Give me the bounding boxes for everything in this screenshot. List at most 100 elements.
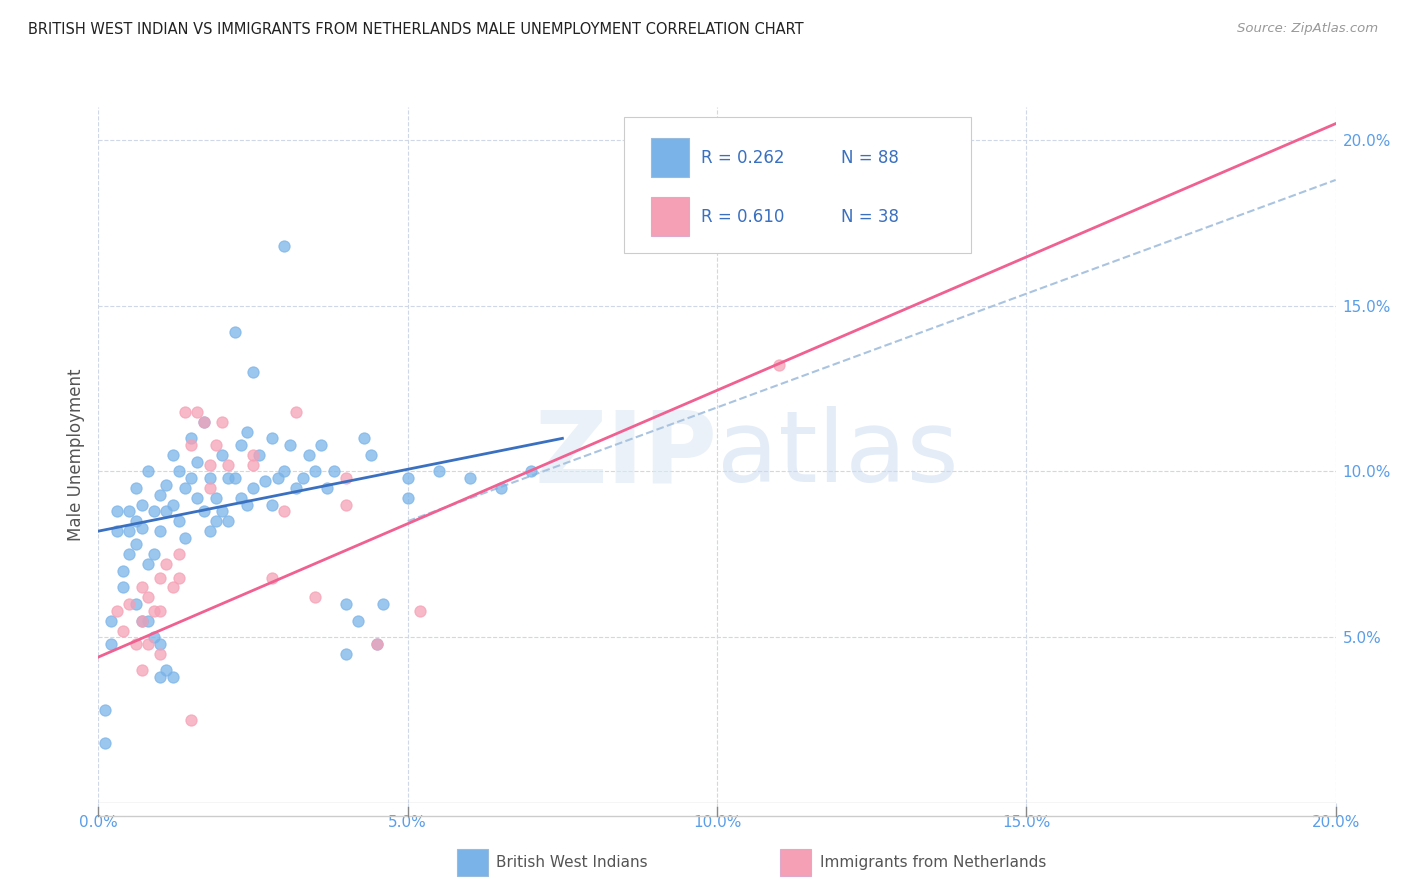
Point [162,581,184,595]
Point [347,614,370,628]
Point [149,570,172,584]
Point [353,431,375,445]
Point [285,405,308,419]
Point [174,481,197,495]
Point [316,481,339,495]
Text: British West Indians: British West Indians [496,855,648,870]
Point [131,663,153,677]
Point [105,604,128,618]
Point [136,637,159,651]
Point [211,448,233,462]
Point [278,438,301,452]
Point [335,498,357,512]
Text: N = 88: N = 88 [841,149,898,167]
Point [131,581,153,595]
Point [112,581,135,595]
Point [229,491,252,505]
Point [366,637,388,651]
Text: ZIP: ZIP [534,407,717,503]
Point [291,471,314,485]
Point [193,415,215,429]
Point [242,448,264,462]
Point [100,637,122,651]
Point [260,570,283,584]
Point [254,475,277,489]
Point [273,504,295,518]
Text: N = 38: N = 38 [841,208,898,226]
Point [136,614,159,628]
Point [193,415,215,429]
Point [360,448,382,462]
Point [167,570,190,584]
Point [162,498,184,512]
Point [409,604,432,618]
Point [105,504,128,518]
Point [118,597,141,611]
Point [224,326,246,340]
Point [458,471,481,485]
Point [186,405,208,419]
Point [335,597,357,611]
Point [396,491,419,505]
Text: BRITISH WEST INDIAN VS IMMIGRANTS FROM NETHERLANDS MALE UNEMPLOYMENT CORRELATION: BRITISH WEST INDIAN VS IMMIGRANTS FROM N… [28,22,804,37]
Point [149,604,172,618]
Point [273,465,295,479]
Text: atlas: atlas [717,407,959,503]
Text: R = 0.610: R = 0.610 [702,208,785,226]
Point [298,448,321,462]
Point [131,521,153,535]
Point [247,448,270,462]
Point [136,558,159,572]
Point [768,359,790,373]
Point [162,448,184,462]
Point [198,458,221,472]
Point [242,458,264,472]
Point [118,504,141,518]
Point [366,637,388,651]
Point [205,438,228,452]
Point [229,438,252,452]
Y-axis label: Male Unemployment: Male Unemployment [66,368,84,541]
Point [217,458,239,472]
Point [167,547,190,561]
Point [236,425,259,439]
Point [198,471,221,485]
Point [124,597,146,611]
Point [186,491,208,505]
Point [242,481,264,495]
Point [162,670,184,684]
Point [205,491,228,505]
Point [124,637,146,651]
Point [186,454,208,468]
Point [100,614,122,628]
Point [224,471,246,485]
Point [167,514,190,528]
Point [143,547,166,561]
Point [167,465,190,479]
Point [155,558,177,572]
Text: Immigrants from Netherlands: Immigrants from Netherlands [820,855,1046,870]
Point [520,465,543,479]
Point [260,431,283,445]
Point [371,597,394,611]
Point [93,703,115,717]
Point [136,591,159,605]
Point [124,481,146,495]
Point [131,614,153,628]
Point [304,591,326,605]
FancyBboxPatch shape [651,197,689,235]
Point [396,471,419,485]
Point [427,465,450,479]
Point [131,498,153,512]
Point [285,481,308,495]
Point [112,564,135,578]
Point [217,471,239,485]
Point [322,465,344,479]
Point [155,504,177,518]
Point [149,670,172,684]
Point [149,637,172,651]
Point [149,524,172,538]
Point [242,365,264,379]
Point [118,547,141,561]
Point [112,624,135,638]
